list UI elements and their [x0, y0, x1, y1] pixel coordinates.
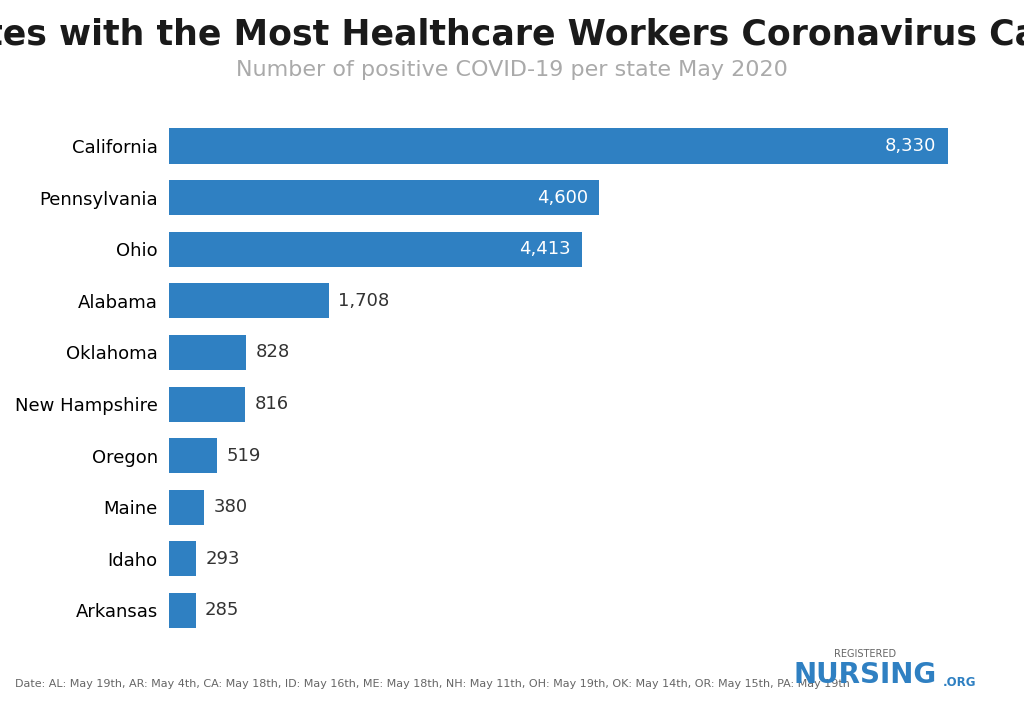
Bar: [169, 232, 582, 267]
Text: 4,600: 4,600: [537, 189, 588, 206]
Bar: [169, 542, 197, 576]
Bar: [169, 284, 329, 318]
Text: 1,708: 1,708: [338, 292, 389, 310]
Text: .ORG: .ORG: [943, 676, 977, 689]
Text: States with the Most Healthcare Workers Coronavirus Cases: States with the Most Healthcare Workers …: [0, 18, 1024, 52]
Bar: [169, 438, 217, 473]
Text: 519: 519: [227, 447, 261, 464]
Text: NURSING: NURSING: [794, 661, 937, 689]
Text: Date: AL: May 19th, AR: May 4th, CA: May 18th, ID: May 16th, ME: May 18th, NH: M: Date: AL: May 19th, AR: May 4th, CA: May…: [15, 679, 850, 689]
Text: Number of positive COVID-19 per state May 2020: Number of positive COVID-19 per state Ma…: [237, 60, 787, 80]
Bar: [169, 593, 196, 628]
Bar: [169, 129, 948, 163]
Bar: [169, 180, 599, 215]
Text: 293: 293: [206, 550, 241, 568]
Bar: [169, 490, 205, 525]
Text: 828: 828: [256, 344, 290, 361]
Text: 285: 285: [205, 602, 240, 619]
Text: 380: 380: [214, 498, 248, 516]
Text: 4,413: 4,413: [519, 240, 570, 258]
Text: REGISTERED: REGISTERED: [835, 649, 896, 659]
Text: 816: 816: [255, 395, 289, 413]
Bar: [169, 335, 247, 370]
Bar: [169, 387, 246, 421]
Text: 8,330: 8,330: [885, 137, 937, 155]
